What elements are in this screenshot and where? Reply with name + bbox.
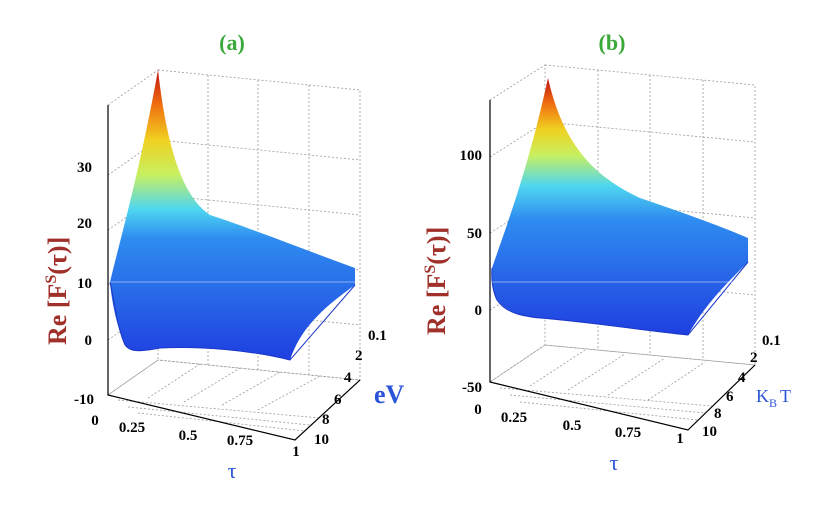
panel-a-title: (a) <box>219 30 245 55</box>
panel-b-z-tick: 0 <box>475 303 483 319</box>
panel-a-y-tick: 0.1 <box>368 328 387 344</box>
panel-a-y-tick: 10 <box>314 432 329 448</box>
panel-b: (b) 100 50 0 -50 0 0.25 0.5 <box>422 30 791 475</box>
panel-a-x-tick: 0.25 <box>119 420 145 436</box>
panel-a-x-tick: 0.75 <box>227 433 253 449</box>
panel-b-x-tick: 0.5 <box>563 418 582 434</box>
panel-a-axes <box>107 105 361 441</box>
panel-a-z-label: Re [FS(τ)] <box>43 237 72 345</box>
panel-a-x-label: τ <box>228 458 237 483</box>
panel-a-y-tick: 2 <box>355 348 363 364</box>
panel-a-z-tick: -10 <box>74 392 94 408</box>
panel-b-x-tick: 1 <box>676 431 684 447</box>
panel-a-z-tick: 0 <box>85 333 93 349</box>
panel-a-y-tick: 6 <box>334 392 342 408</box>
panel-b-z-tick: 100 <box>460 148 483 164</box>
panel-b-title: (b) <box>599 30 626 55</box>
panel-a-z-ticks: 30 20 10 0 -10 <box>74 160 94 408</box>
panel-b-y-label: KB T <box>756 386 791 410</box>
panel-b-y-tick: 2 <box>750 350 758 366</box>
panel-b-x-label: τ <box>610 450 619 475</box>
panel-b-axes <box>489 100 756 431</box>
panel-a-x-tick: 1 <box>292 444 300 460</box>
panel-a-x-tick: 0.5 <box>179 428 198 444</box>
panel-b-x-tick: 0.75 <box>615 425 641 441</box>
panel-a-z-tick: 20 <box>77 216 92 232</box>
panel-a-y-ticks: 0.1 2 4 6 8 10 <box>314 328 387 448</box>
panel-b-z-label: Re [FS(τ)] <box>422 227 451 335</box>
panel-a-surface <box>109 70 356 361</box>
panel-b-x-ticks: 0 0.25 0.5 0.75 1 <box>474 402 684 447</box>
panel-a-x-ticks: 0 0.25 0.5 0.75 1 <box>91 413 300 460</box>
panel-a: (a) 30 20 10 <box>43 30 405 483</box>
panel-b-z-tick: -50 <box>462 380 482 396</box>
panel-a-y-label: eV <box>374 380 405 409</box>
panel-b-z-tick: 50 <box>467 226 482 242</box>
panel-b-y-tick: 0.1 <box>762 333 781 349</box>
panel-b-surface <box>491 78 749 336</box>
panel-b-y-tick: 10 <box>702 424 717 440</box>
panel-b-y-tick: 6 <box>726 389 734 405</box>
panel-a-z-tick: 30 <box>77 160 92 176</box>
panel-a-y-tick: 8 <box>322 412 330 428</box>
panel-b-y-ticks: 0.1 2 4 6 8 10 <box>702 333 781 440</box>
panel-a-x-tick: 0 <box>91 413 99 429</box>
panel-a-z-tick: 10 <box>77 276 92 292</box>
panel-b-z-ticks: 100 50 0 -50 <box>460 148 483 396</box>
panel-a-y-tick: 4 <box>344 370 352 386</box>
panel-b-y-tick: 8 <box>714 406 722 422</box>
panel-b-y-tick: 4 <box>738 370 746 386</box>
panel-b-x-tick: 0 <box>474 402 482 418</box>
panel-b-x-tick: 0.25 <box>501 410 527 426</box>
